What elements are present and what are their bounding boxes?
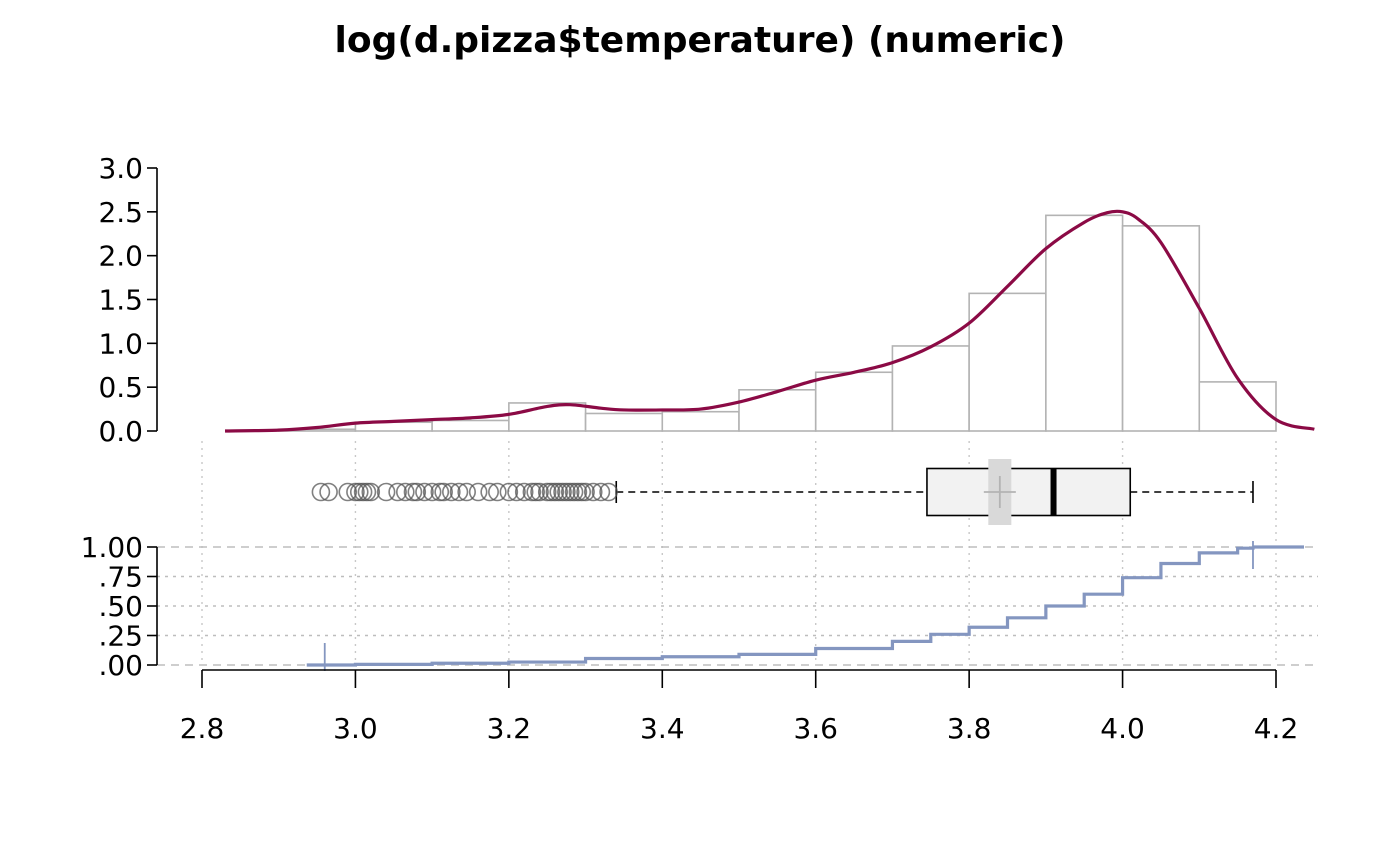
histogram-bar	[431, 419, 510, 432]
histogram-bar	[1121, 225, 1201, 432]
outlier-point	[599, 482, 618, 502]
x-tick-label: 3.2	[487, 712, 532, 745]
grid-layer	[157, 441, 1318, 666]
histogram-bar	[738, 388, 817, 432]
outlier-point	[357, 482, 377, 502]
histogram-bar	[584, 412, 664, 432]
x-tick-label: 3.0	[333, 712, 378, 745]
histogram-y-tick-label: 1.0	[98, 327, 143, 360]
outlier-point	[338, 482, 358, 502]
density-curve	[224, 209, 1315, 433]
histogram-y-tick-label: 0.0	[98, 415, 143, 448]
x-tick-label: 3.8	[947, 712, 992, 745]
outlier-point	[507, 482, 526, 502]
ecdf-panel	[306, 541, 1304, 671]
outlier-point	[530, 482, 549, 502]
histogram-bar	[1198, 381, 1277, 432]
outlier-point	[541, 482, 561, 502]
outlier-point	[583, 482, 603, 502]
outlier-point	[430, 482, 450, 502]
outlier-point	[361, 482, 381, 502]
x-tick-label: 4.2	[1254, 712, 1299, 745]
outlier-point	[488, 482, 507, 502]
histogram-bar	[1045, 214, 1124, 432]
outlier-point	[526, 482, 546, 502]
outlier-point	[442, 482, 461, 502]
outlier-point	[353, 482, 373, 502]
outlier-point	[457, 482, 476, 502]
outlier-point	[395, 482, 415, 502]
x-tick-label: 3.4	[640, 712, 685, 745]
ecdf-curve	[324, 546, 1255, 667]
outlier-point	[537, 482, 557, 502]
outlier-point	[514, 482, 534, 502]
outlier-point	[522, 482, 542, 502]
x-tick-label: 3.6	[793, 712, 838, 745]
histogram-y-tick-label: 1.5	[98, 284, 143, 317]
outlier-point	[319, 482, 338, 502]
histogram-bar	[661, 410, 740, 432]
outlier-point	[499, 482, 519, 502]
outlier-point	[545, 482, 565, 502]
outlier-point	[346, 482, 365, 502]
x-tick-label: 4.0	[1100, 712, 1145, 745]
outlier-point	[449, 482, 469, 502]
axes-layer: 0.0 0.5 1.0 1.5 2.0 2.5 3.0 .00.25.50.751.00 2.8…	[81, 152, 1299, 745]
outlier-point	[572, 482, 592, 502]
outlier-point	[568, 482, 588, 502]
outlier-point	[576, 482, 595, 502]
outlier-point	[549, 482, 569, 502]
histogram-bar	[968, 292, 1047, 432]
histogram-y-tick-label: 0.5	[98, 371, 143, 404]
outlier-point	[560, 482, 580, 502]
outlier-point	[407, 482, 427, 502]
ecdf-y-tick-label: 1.00	[81, 531, 143, 564]
outlier-point	[403, 482, 423, 502]
outlier-point	[422, 482, 442, 502]
outlier-point	[480, 482, 499, 502]
x-tick-label: 2.8	[180, 712, 225, 745]
outlier-point	[468, 482, 488, 502]
box-iqr	[926, 467, 1132, 517]
outlier-point	[376, 482, 396, 502]
outlier-point	[591, 482, 611, 502]
histogram-y-tick-label: 2.0	[98, 240, 143, 273]
ecdf-y-tick-label: .75	[98, 561, 143, 594]
outlier-point	[557, 482, 576, 502]
outlier-point	[311, 482, 331, 502]
outlier-point	[564, 482, 584, 502]
outlier-point	[388, 482, 407, 502]
histogram-bar	[814, 371, 894, 432]
chart-title: log(d.pizza$temperature) (numeric)	[335, 20, 1066, 61]
outlier-point	[553, 482, 572, 502]
outlier-point	[349, 482, 369, 502]
histogram-y-tick-label: 2.5	[98, 196, 143, 229]
ecdf-y-tick-label: .00	[98, 649, 143, 682]
ecdf-y-tick-label: .25	[98, 620, 143, 653]
boxplot-panel	[311, 459, 1254, 525]
outlier-point	[415, 482, 434, 502]
ecdf-y-tick-label: .50	[98, 590, 143, 623]
outlier-point	[434, 482, 453, 502]
histogram-panel	[224, 209, 1315, 433]
histogram-y-tick-label: 3.0	[98, 152, 143, 185]
